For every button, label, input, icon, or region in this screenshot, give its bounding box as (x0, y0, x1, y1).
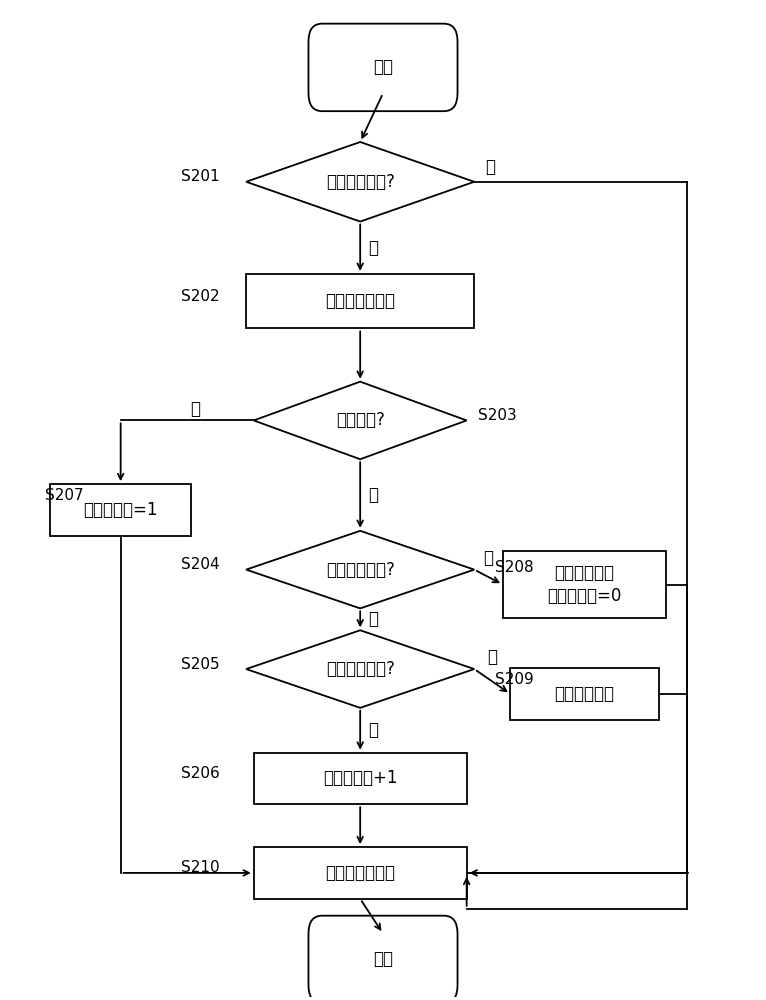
Bar (246, 274, 474, 328)
Text: 发送计数器+1: 发送计数器+1 (323, 769, 398, 787)
Text: 发送计数器=1: 发送计数器=1 (83, 501, 158, 519)
Text: S209: S209 (495, 672, 534, 686)
Text: S201: S201 (182, 169, 220, 184)
Text: 开始: 开始 (373, 58, 393, 76)
FancyBboxPatch shape (309, 916, 457, 1000)
Text: 是: 是 (190, 400, 200, 418)
Bar (254, 753, 466, 804)
Text: 否: 否 (486, 158, 496, 176)
Text: 首次发送?: 首次发送? (336, 411, 385, 429)
Text: 清除发送标志
发送计数器=0: 清除发送标志 发送计数器=0 (548, 564, 622, 605)
Text: 发送次数超标?: 发送次数超标? (326, 660, 394, 678)
Text: 结束: 结束 (373, 950, 393, 968)
Text: S204: S204 (182, 557, 220, 572)
Polygon shape (246, 531, 474, 608)
Text: S206: S206 (182, 766, 221, 781)
Text: S203: S203 (478, 408, 517, 423)
Polygon shape (246, 630, 474, 708)
Text: 发送上传数据包: 发送上传数据包 (326, 864, 395, 882)
Text: 否: 否 (368, 486, 378, 504)
Text: 否: 否 (368, 721, 378, 739)
Bar (510, 668, 659, 720)
Text: 是: 是 (368, 239, 378, 257)
Text: S210: S210 (182, 860, 220, 875)
Polygon shape (246, 142, 474, 222)
Text: S208: S208 (495, 560, 533, 575)
Bar (51, 484, 191, 536)
Text: 发送标志置位?: 发送标志置位? (326, 173, 394, 191)
Text: 收到接收应答?: 收到接收应答? (326, 561, 394, 579)
FancyBboxPatch shape (309, 24, 457, 111)
Text: S202: S202 (182, 289, 220, 304)
Text: 是: 是 (487, 648, 497, 666)
Text: S207: S207 (44, 488, 83, 503)
Text: 否: 否 (368, 610, 378, 628)
Bar (254, 847, 466, 899)
Text: 发送故障处理: 发送故障处理 (555, 685, 614, 703)
Text: S205: S205 (182, 657, 220, 672)
Text: 组建上传数据包: 组建上传数据包 (326, 292, 395, 310)
Polygon shape (254, 382, 466, 459)
Text: 是: 是 (483, 549, 493, 567)
Bar (502, 551, 666, 618)
